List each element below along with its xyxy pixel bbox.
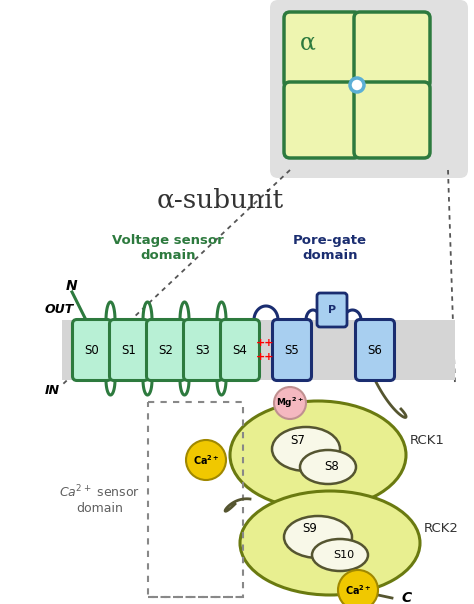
Text: OUT: OUT [45, 303, 74, 316]
Circle shape [186, 440, 226, 480]
Text: α: α [300, 32, 316, 55]
FancyBboxPatch shape [109, 320, 148, 381]
Text: $Ca^{2+}$ sensor
domain: $Ca^{2+}$ sensor domain [59, 484, 140, 515]
FancyBboxPatch shape [356, 320, 394, 381]
Text: C: C [402, 591, 412, 604]
Text: N: N [66, 279, 78, 293]
Text: RCK1: RCK1 [410, 434, 445, 446]
Text: S7: S7 [291, 434, 305, 448]
FancyBboxPatch shape [284, 12, 360, 88]
Circle shape [274, 387, 306, 419]
Text: IN: IN [45, 384, 60, 397]
Bar [62, 320, 455, 380]
FancyBboxPatch shape [273, 320, 311, 381]
FancyBboxPatch shape [146, 320, 185, 381]
FancyBboxPatch shape [284, 82, 360, 158]
FancyBboxPatch shape [73, 320, 111, 381]
Text: Pore-gate
domain: Pore-gate domain [293, 234, 367, 262]
Text: S9: S9 [302, 522, 318, 536]
FancyBboxPatch shape [270, 0, 468, 178]
Circle shape [338, 570, 378, 604]
Ellipse shape [312, 539, 368, 571]
FancyBboxPatch shape [220, 320, 259, 381]
Ellipse shape [272, 427, 340, 471]
Text: Voltage sensor
domain: Voltage sensor domain [112, 234, 224, 262]
Circle shape [350, 78, 364, 92]
Text: S5: S5 [284, 344, 300, 356]
Text: P: P [328, 305, 336, 315]
Ellipse shape [230, 401, 406, 509]
Text: α-subunit: α-subunit [156, 187, 283, 213]
Text: $\mathbf{Ca^{2+}}$: $\mathbf{Ca^{2+}}$ [345, 583, 372, 597]
Text: S3: S3 [196, 344, 210, 356]
Text: S4: S4 [233, 344, 247, 356]
Text: RCK2: RCK2 [424, 521, 459, 535]
Text: $\mathbf{Mg^{2+}}$: $\mathbf{Mg^{2+}}$ [276, 396, 304, 410]
Text: S0: S0 [85, 344, 100, 356]
Bar [148, 402, 243, 597]
FancyBboxPatch shape [183, 320, 222, 381]
Text: S6: S6 [367, 344, 383, 356]
Text: S10: S10 [333, 550, 355, 560]
Ellipse shape [300, 450, 356, 484]
Text: $\mathbf{Ca^{2+}}$: $\mathbf{Ca^{2+}}$ [192, 453, 219, 467]
Text: ++: ++ [256, 352, 274, 362]
Text: S1: S1 [121, 344, 137, 356]
Ellipse shape [284, 516, 352, 558]
Text: S8: S8 [325, 460, 339, 474]
Text: ++: ++ [256, 338, 274, 348]
FancyBboxPatch shape [354, 82, 430, 158]
FancyBboxPatch shape [354, 12, 430, 88]
FancyBboxPatch shape [317, 293, 347, 327]
Ellipse shape [240, 491, 420, 595]
Text: S2: S2 [159, 344, 173, 356]
